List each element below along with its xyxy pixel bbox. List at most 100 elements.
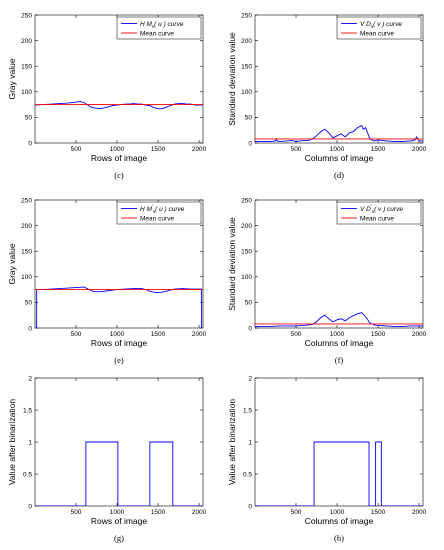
chart-e: 500 1000 1500 2000 0 50 100 150 200 250 H M's( u )… bbox=[7, 197, 207, 365]
x-tick-label: 500 bbox=[291, 331, 302, 338]
chart-g: 500 1000 1500 2000 0 0.5 1 1.5 2 Rows of image Val… bbox=[7, 375, 207, 543]
legend-entry: Mean curve bbox=[360, 215, 394, 222]
y-tick-label: 50 bbox=[245, 300, 253, 307]
x-axis-label: Rows of image bbox=[91, 516, 147, 526]
y-tick-label: 200 bbox=[241, 223, 252, 230]
chart-d: 500 1000 1500 2000 0 50 100 150 200 250 V Ds( v ) … bbox=[227, 12, 427, 180]
legend-entry: H Ms( u ) curve bbox=[140, 21, 184, 29]
x-axis-label: Columns of image bbox=[305, 516, 374, 526]
legend-box bbox=[116, 16, 202, 40]
y-tick-label: 100 bbox=[21, 274, 32, 281]
y-tick-label: 150 bbox=[21, 249, 32, 256]
panel-label: (f) bbox=[335, 355, 344, 365]
legend-box bbox=[336, 201, 422, 225]
legend-box bbox=[336, 16, 422, 40]
y-tick-label: 2 bbox=[248, 375, 252, 382]
y-tick-label: 1.5 bbox=[243, 407, 252, 414]
plot-area bbox=[34, 377, 204, 507]
x-tick-label: 1500 bbox=[371, 331, 386, 338]
panel-label: (d) bbox=[334, 170, 344, 180]
y-tick-label: 50 bbox=[25, 300, 33, 307]
x-tick-label: 2000 bbox=[192, 146, 207, 153]
x-tick-label: 500 bbox=[71, 509, 82, 516]
panel-label: (c) bbox=[114, 170, 124, 180]
y-tick-label: 200 bbox=[241, 38, 252, 45]
y-tick-label: 250 bbox=[241, 197, 252, 204]
x-tick-label: 1500 bbox=[151, 509, 166, 516]
y-tick-label: 100 bbox=[241, 89, 252, 96]
chart-f: 500 1000 1500 2000 0 50 100 150 200 250 V D's( v )… bbox=[227, 197, 427, 365]
y-tick-label: 0.5 bbox=[243, 471, 252, 478]
y-tick-label: 0 bbox=[248, 140, 252, 147]
x-tick-label: 500 bbox=[71, 146, 82, 153]
data-series-line bbox=[35, 286, 203, 328]
legend-entry: Mean curve bbox=[140, 215, 174, 222]
panel-label: (g) bbox=[114, 533, 124, 543]
panel-label: (e) bbox=[114, 355, 124, 365]
x-tick-label: 1000 bbox=[330, 509, 345, 516]
legend-box bbox=[116, 201, 202, 225]
y-tick-label: 50 bbox=[25, 115, 33, 122]
data-series-line bbox=[255, 441, 423, 506]
y-tick-label: 50 bbox=[245, 115, 253, 122]
x-tick-label: 500 bbox=[291, 509, 302, 516]
x-tick-label: 1500 bbox=[371, 509, 386, 516]
x-tick-label: 2000 bbox=[412, 146, 427, 153]
y-axis-label: Gray value bbox=[7, 243, 17, 284]
y-tick-label: 0 bbox=[28, 140, 32, 147]
x-axis-label: Rows of image bbox=[91, 153, 147, 163]
data-series-line bbox=[35, 101, 203, 110]
y-tick-label: 200 bbox=[21, 223, 32, 230]
y-tick-label: 1.5 bbox=[23, 407, 32, 414]
y-tick-label: 0 bbox=[248, 503, 252, 510]
y-tick-label: 1 bbox=[28, 439, 32, 446]
y-tick-label: 100 bbox=[21, 89, 32, 96]
y-axis-label: Standard deviation value bbox=[227, 217, 237, 311]
y-axis-label: Standard deviation value bbox=[227, 32, 237, 126]
y-tick-label: 150 bbox=[241, 249, 252, 256]
y-tick-label: 0 bbox=[248, 325, 252, 332]
y-tick-label: 0 bbox=[28, 503, 32, 510]
chart-c: 500 1000 1500 2000 0 50 100 150 200 250 H Ms( u ) … bbox=[7, 12, 207, 180]
y-tick-label: 100 bbox=[241, 274, 252, 281]
y-tick-label: 250 bbox=[241, 12, 252, 19]
legend-entry: Mean curve bbox=[140, 30, 174, 37]
y-tick-label: 150 bbox=[21, 64, 32, 71]
y-tick-label: 250 bbox=[21, 197, 32, 204]
y-axis-label: Gray value bbox=[7, 58, 17, 99]
legend-entry: Mean curve bbox=[360, 30, 394, 37]
x-tick-label: 2000 bbox=[192, 331, 207, 338]
y-tick-label: 150 bbox=[241, 64, 252, 71]
x-axis-label: Rows of image bbox=[91, 338, 147, 348]
x-tick-label: 1000 bbox=[330, 331, 345, 338]
y-tick-label: 2 bbox=[28, 375, 32, 382]
x-tick-label: 2000 bbox=[412, 509, 427, 516]
legend-entry: V D's( v ) curve bbox=[360, 204, 403, 214]
x-tick-label: 1500 bbox=[151, 331, 166, 338]
chart-h: 500 1000 1500 2000 0 0.5 1 1.5 2 Columns of image… bbox=[227, 375, 427, 543]
y-tick-label: 1 bbox=[248, 439, 252, 446]
data-series-line bbox=[255, 312, 423, 327]
x-tick-label: 1000 bbox=[330, 146, 345, 153]
x-tick-label: 500 bbox=[71, 331, 82, 338]
y-tick-label: 0.5 bbox=[23, 471, 32, 478]
y-axis-label: Value after binarization bbox=[7, 399, 17, 486]
x-tick-label: 2000 bbox=[192, 509, 207, 516]
y-tick-label: 0 bbox=[28, 325, 32, 332]
x-tick-label: 1500 bbox=[371, 146, 386, 153]
legend-entry: V Ds( v ) curve bbox=[360, 21, 402, 29]
x-tick-label: 2000 bbox=[412, 331, 427, 338]
data-series-line bbox=[255, 124, 423, 142]
y-tick-label: 200 bbox=[21, 38, 32, 45]
data-series-line bbox=[35, 441, 203, 506]
y-tick-label: 250 bbox=[21, 12, 32, 19]
x-axis-label: Columns of image bbox=[305, 338, 374, 348]
x-tick-label: 1000 bbox=[110, 509, 125, 516]
x-axis-label: Columns of image bbox=[305, 153, 374, 163]
x-tick-label: 500 bbox=[291, 146, 302, 153]
